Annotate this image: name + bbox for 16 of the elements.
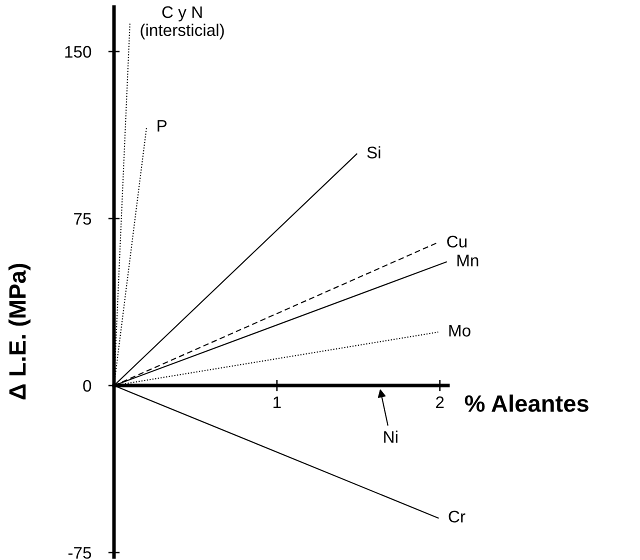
series-label: C y N (intersticial) [140,6,224,40]
series-label: Mn [457,254,478,266]
x-axis-title: % Aleantes [464,394,588,412]
y-tick-label: 0 [83,380,92,392]
series-label: P [158,120,167,132]
series-label: Cu [447,236,467,248]
x-tick-label: 2 [436,396,444,408]
series-label: Cr [448,510,466,523]
y-tick-label: 75 [74,213,92,225]
y-tick-label: 150 [65,46,92,58]
y-axis-title: Δ L.E. (MPa) [8,264,30,400]
y-tick-label: -75 [68,547,92,559]
x-tick-label: 1 [274,396,281,408]
series-label: Si [367,146,380,158]
series-label: Mo [449,324,470,337]
annotation: Ni [384,430,398,443]
